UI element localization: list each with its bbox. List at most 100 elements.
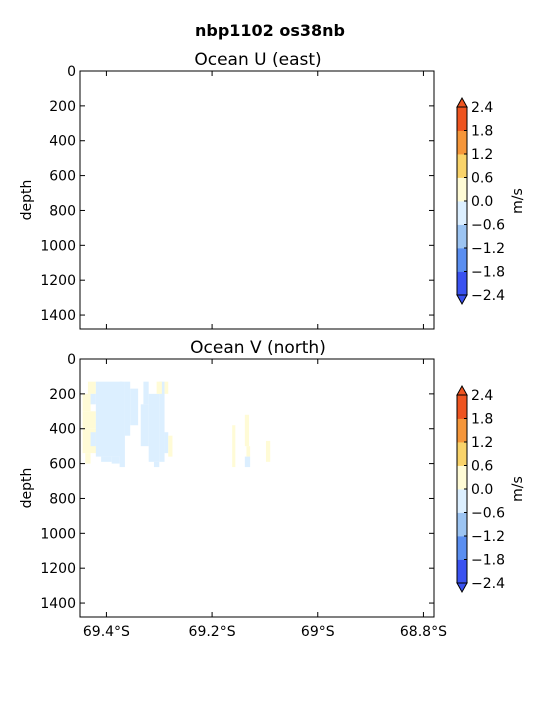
colorbar-extend-min [456, 582, 468, 594]
heatmap-cell [244, 414, 250, 447]
heatmap-cell [153, 461, 160, 468]
heatmap-cell [87, 381, 96, 394]
heatmap-cell [232, 425, 236, 468]
heatmap-cell [159, 381, 165, 462]
y-tick-label: 1400 [40, 308, 76, 324]
heatmap-cell [143, 381, 149, 405]
colorbar-segment [457, 536, 467, 560]
colorbar-tick-label: −0.6 [471, 506, 505, 522]
colorbar-tick-label: 0.6 [471, 171, 493, 187]
heatmap-cell [82, 393, 91, 412]
y-axis-label: depth [19, 468, 35, 509]
colorbar-tick-label: 1.8 [471, 412, 493, 428]
colorbar-extend-min [456, 294, 468, 306]
y-tick-label: 1000 [40, 238, 76, 254]
heatmap-cell [244, 456, 251, 468]
heatmap-cell [124, 381, 131, 436]
heatmap-cell [90, 393, 96, 405]
colorbar-label: m/s [510, 476, 526, 502]
panel-ocean-v: Ocean V (north) 0 200 400 600 800 1000 1200 140… [19, 338, 447, 640]
y-tick-label: 800 [49, 203, 76, 219]
panel-ocean-u: Ocean U (east) 0 200 400 600 800 1000 1200 1400… [19, 50, 435, 330]
colorbar-segment [457, 107, 467, 131]
y-tick-label: 600 [49, 169, 76, 185]
colorbar-tick-label: −0.6 [471, 218, 505, 234]
colorbar-segment [457, 442, 467, 466]
colorbar-segment [457, 418, 467, 443]
y-tick-label: 400 [49, 422, 76, 438]
colorbar-segment [457, 177, 467, 202]
y-tick-label: 1200 [40, 273, 76, 289]
heatmap-cell [265, 440, 271, 462]
colorbar-tick-label: −2.4 [471, 288, 505, 304]
y-tick-label: 400 [49, 134, 76, 150]
x-tick-label: 68.8°S [400, 624, 447, 640]
heatmap-cell [168, 435, 173, 457]
x-tick-label: 69°S [301, 624, 335, 640]
plot-frame [79, 70, 435, 330]
colorbar-segment [457, 512, 467, 537]
y-axis-ticks: 0 200 400 600 800 1000 1200 1400 [40, 64, 434, 324]
x-axis-ticks: 69.4°S 69.2°S 69°S 68.8°S [83, 359, 447, 640]
colorbar-segment [457, 465, 467, 490]
colorbar-ocean-u: 2.4 1.8 1.2 0.6 0.0 −0.6 −1.2 −1.8 −2.4 m/s [456, 96, 526, 306]
colorbar-extend-max [456, 384, 468, 396]
heatmap-cell [82, 411, 96, 429]
heatmap-cell [140, 404, 149, 447]
colorbar-segment [457, 224, 467, 249]
heatmap-cells [82, 381, 271, 468]
x-tick-label: 69.2°S [189, 624, 236, 640]
heatmap-cell [111, 456, 120, 464]
colorbar-tick-label: 2.4 [471, 100, 493, 116]
heatmap-cell [156, 381, 162, 394]
y-tick-label: 800 [49, 491, 76, 507]
y-tick-label: 200 [49, 99, 76, 115]
heatmap-cell [90, 432, 96, 447]
colorbar-tick-label: −1.8 [471, 553, 505, 569]
colorbar-segment [457, 154, 467, 178]
colorbar-tick-label: 1.2 [471, 435, 493, 451]
y-axis-ticks: 0 200 400 600 800 1000 1200 1400 [40, 352, 434, 612]
panel-title-ocean-v: Ocean V (north) [190, 338, 326, 358]
colorbar-segment [457, 489, 467, 513]
panel-title-ocean-u: Ocean U (east) [194, 50, 321, 70]
colorbar-tick-label: 0.0 [471, 194, 493, 210]
x-tick-label: 69.4°S [83, 624, 130, 640]
colorbar-tick-label: −1.2 [471, 241, 505, 257]
figure-suptitle: nbp1102 os38nb [195, 21, 345, 40]
colorbar-tick-label: −1.2 [471, 529, 505, 545]
heatmap-cell [85, 453, 91, 464]
y-tick-label: 1200 [40, 561, 76, 577]
colorbar-tick-label: −2.4 [471, 576, 505, 592]
colorbar-segment [457, 130, 467, 155]
heatmap-cell [130, 388, 139, 426]
heatmap-cell [101, 456, 112, 462]
colorbar-ocean-v: 2.4 1.8 1.2 0.6 0.0 −0.6 −1.2 −1.8 −2.4 m/s [456, 384, 526, 594]
y-tick-label: 1400 [40, 596, 76, 612]
heatmap-cell [246, 446, 251, 457]
heatmap-cell [95, 381, 123, 457]
heatmap-cell [164, 432, 169, 454]
y-tick-label: 200 [49, 387, 76, 403]
colorbar-extend-max [456, 96, 468, 108]
colorbar-label: m/s [510, 188, 526, 214]
colorbar-tick-label: −1.8 [471, 265, 505, 281]
y-axis-label: depth [19, 180, 35, 221]
colorbar-tick-label: 2.4 [471, 388, 493, 404]
heatmap-cell [164, 381, 169, 394]
colorbar-segment [457, 395, 467, 419]
plot-frame [79, 358, 435, 618]
heatmap-cell [119, 381, 125, 468]
y-tick-label: 0 [67, 352, 76, 368]
colorbar-segment [457, 271, 467, 296]
colorbar-segment [457, 248, 467, 272]
y-tick-label: 600 [49, 457, 76, 473]
colorbar-tick-label: 1.8 [471, 124, 493, 140]
colorbar-tick-label: 0.6 [471, 459, 493, 475]
x-axis-ticks [105, 71, 424, 329]
colorbar-segment [457, 559, 467, 584]
y-tick-label: 1000 [40, 526, 76, 542]
colorbar-segment [457, 201, 467, 225]
